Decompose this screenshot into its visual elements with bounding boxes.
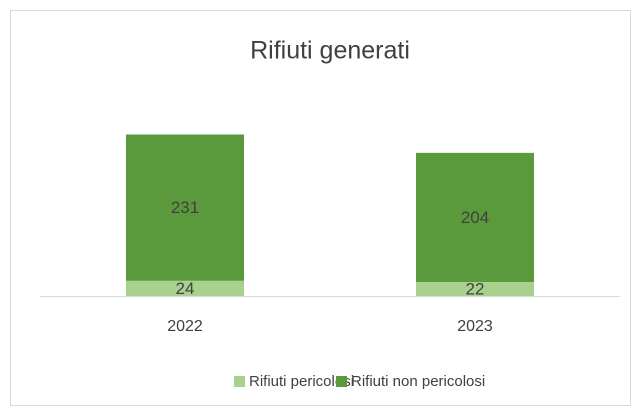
bar-segment [416,152,534,283]
legend-label: Rifiuti pericolosi [249,373,354,390]
data-label: 22 [466,280,485,299]
bar-segment [416,282,534,296]
data-label: 204 [461,208,489,227]
legend-swatch [336,376,347,387]
chart-border [10,10,631,406]
bar-segment [126,134,244,281]
chart-title: Rifiuti generati [250,37,410,65]
legend-label: Rifiuti non pericolosi [351,373,485,390]
data-label: 231 [171,198,199,217]
data-label: 24 [176,279,195,298]
x-tick-label: 2023 [457,318,493,335]
x-tick-label: 2022 [167,318,203,335]
bar-segment [126,280,244,296]
legend-swatch [234,376,245,387]
